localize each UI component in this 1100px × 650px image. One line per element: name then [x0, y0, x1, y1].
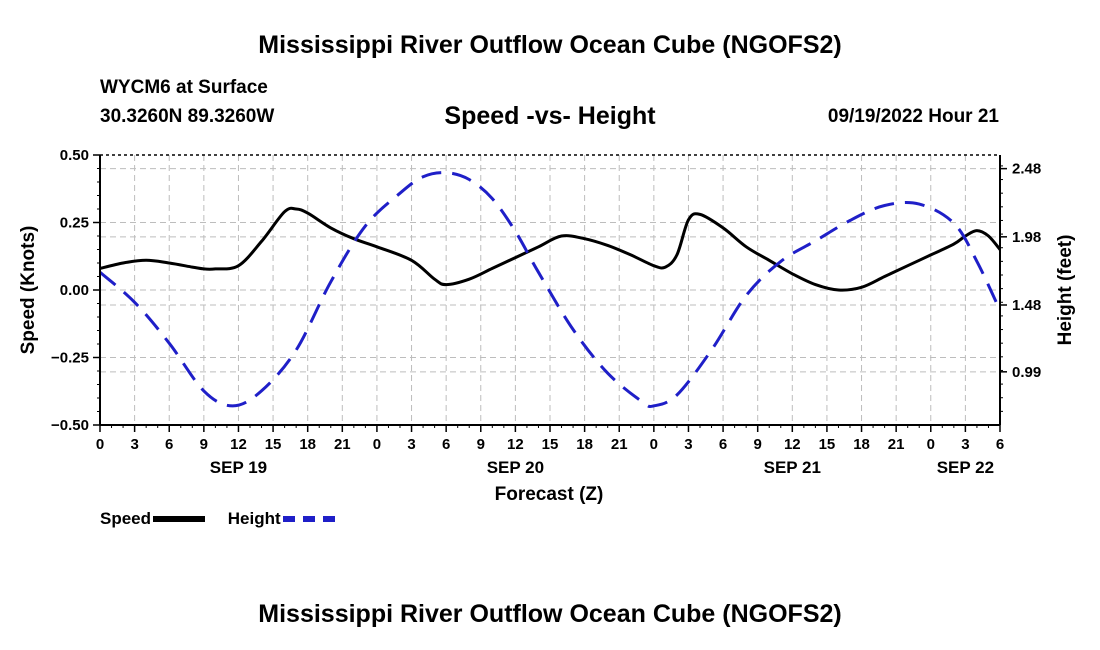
- x-tick-label: 18: [853, 436, 870, 453]
- x-tick-label: 18: [299, 436, 316, 453]
- x-tick-label: 12: [507, 436, 524, 453]
- x-date-label: SEP 19: [210, 458, 267, 477]
- x-tick-label: 0: [96, 436, 104, 453]
- speed-series-line: [99, 206, 1002, 292]
- chart-subtitle: Speed -vs- Height: [444, 102, 656, 130]
- x-date-label: SEP 20: [487, 458, 544, 477]
- x-tick-label: 9: [477, 436, 485, 453]
- x-tick-label: 6: [165, 436, 173, 453]
- legend-swatch-speed: [153, 516, 206, 522]
- chart-main-title: Mississippi River Outflow Ocean Cube (NG…: [258, 31, 842, 59]
- x-axis-label: Forecast (Z): [495, 484, 604, 505]
- forecast-datetime: 09/19/2022 Hour 21: [827, 106, 999, 127]
- x-tick-label: 6: [719, 436, 727, 453]
- x-tick-label: 21: [888, 436, 905, 453]
- x-tick-label: 15: [819, 436, 836, 453]
- y2-tick-label: 1.48: [1012, 297, 1041, 314]
- x-tick-label: 21: [611, 436, 628, 453]
- series-group: [99, 171, 1002, 409]
- station-label: WYCM6 at Surface: [100, 77, 268, 98]
- y-tick-label: −0.25: [51, 350, 89, 367]
- x-tick-label: 3: [684, 436, 692, 453]
- legend-label-height: Height: [227, 509, 281, 528]
- x-tick-label: 15: [265, 436, 282, 453]
- x-tick-label: 12: [784, 436, 801, 453]
- x-tick-label: 12: [230, 436, 247, 453]
- x-tick-label: 6: [442, 436, 450, 453]
- axes-group: 0 3 6 9 12 15 18 21 0 3 6 9 12 15 18 21 0 3 6 9 12 15 18 21 0 3 6S…: [51, 147, 1041, 477]
- x-tick-label: 9: [754, 436, 762, 453]
- y2-tick-label: 0.99: [1012, 364, 1041, 381]
- y2-axis-label: Height (feet): [1055, 235, 1076, 346]
- legend-swatch-height: [282, 516, 335, 522]
- legend-item-height: Height: [228, 509, 335, 529]
- x-tick-label: 0: [650, 436, 658, 453]
- y-tick-label: 0.50: [60, 147, 89, 164]
- x-tick-label: 6: [996, 436, 1004, 453]
- x-tick-label: 15: [542, 436, 559, 453]
- x-tick-label: 3: [130, 436, 138, 453]
- x-tick-label: 3: [407, 436, 415, 453]
- y-tick-label: −0.50: [51, 417, 89, 434]
- y2-tick-label: 1.98: [1012, 229, 1041, 246]
- x-tick-label: 18: [576, 436, 593, 453]
- y2-tick-label: 2.48: [1012, 161, 1041, 178]
- y-tick-label: 0.00: [60, 282, 89, 299]
- x-date-label: SEP 21: [764, 458, 821, 477]
- x-date-label: SEP 22: [937, 458, 994, 477]
- y-axis-label: Speed (Knots): [18, 226, 39, 355]
- footer-title: Mississippi River Outflow Ocean Cube (NG…: [258, 600, 842, 628]
- x-tick-label: 21: [334, 436, 351, 453]
- legend-item-speed: Speed: [100, 509, 206, 529]
- station-coordinates: 30.3260N 89.3260W: [100, 106, 275, 127]
- legend: Speed Height: [100, 509, 353, 529]
- y-tick-label: 0.25: [60, 215, 89, 232]
- legend-label-speed: Speed: [100, 509, 152, 528]
- height-series-line: [99, 171, 1002, 409]
- x-tick-label: 9: [200, 436, 208, 453]
- x-tick-label: 3: [961, 436, 969, 453]
- x-tick-label: 0: [927, 436, 935, 453]
- x-tick-label: 0: [373, 436, 381, 453]
